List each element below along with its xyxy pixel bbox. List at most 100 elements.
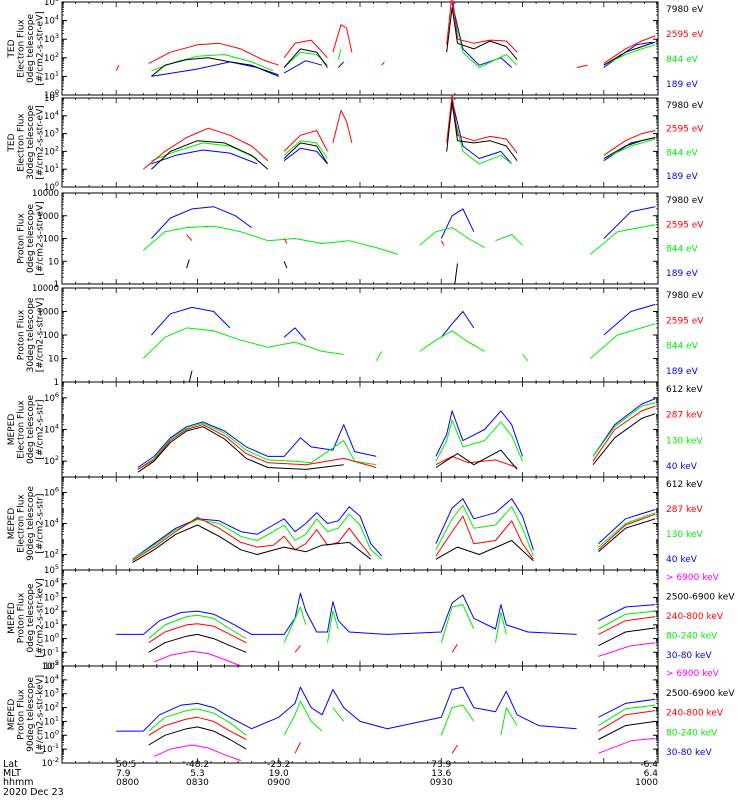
series-line-844-eV	[419, 330, 485, 352]
series-line--6900-keV	[598, 737, 656, 754]
series-line-2595-eV	[332, 24, 353, 53]
y-axis-label-line: MEPED	[7, 699, 17, 731]
series-line-80-240-keV	[148, 614, 247, 640]
series-line-189-eV	[451, 99, 513, 165]
y-tick-label: 101	[44, 162, 59, 175]
legend-entry: 844 eV	[666, 245, 699, 255]
y-axis-label-line: Electron Flux	[17, 494, 27, 553]
series-line-2595-eV	[283, 39, 328, 59]
series-line-612-keV	[592, 413, 656, 466]
y-axis-label-line: 0deg telescope	[26, 395, 36, 465]
series-line-2595-eV	[576, 64, 588, 68]
series-line-40-keV	[137, 421, 377, 468]
series-line-240-800-keV	[451, 643, 458, 653]
panel-frame	[61, 1, 659, 96]
legend-entry: 189 eV	[666, 80, 699, 90]
series-line-189-eV	[151, 306, 231, 336]
series-line-612-keV	[132, 524, 372, 564]
series-line-2595-eV	[440, 240, 445, 246]
y-axis-label-line: MEPED	[7, 508, 17, 540]
legend-entry: 2500-6900 keV	[666, 593, 735, 603]
panel-frame	[61, 97, 659, 188]
series-line-189-eV	[451, 2, 513, 68]
legend-entry: 844 eV	[666, 342, 699, 352]
y-tick-label: 102	[44, 604, 59, 617]
series-line-7980-eV	[446, 7, 518, 60]
series-line-7980-eV	[446, 101, 518, 161]
x-tick-label: 19.0	[269, 769, 289, 779]
series-line-30-80-keV	[116, 592, 577, 635]
y-tick-label: 104	[44, 673, 59, 686]
y-tick-label: 103	[44, 687, 59, 700]
y-tick-label: 100	[43, 331, 59, 341]
xrow-label-lat: Lat	[3, 759, 18, 770]
legend-entry: 30-80 keV	[666, 651, 712, 661]
date-label: 2020 Dec 23	[3, 787, 64, 798]
legend-entry: 2595 eV	[666, 220, 704, 230]
series-line-30-80-keV	[116, 686, 577, 732]
panel-6: 102 104 106 MEPED Electron Flux 90deg telesco…	[7, 476, 703, 571]
y-tick-label: 102	[44, 144, 59, 157]
x-tick-label: 13.6	[431, 769, 451, 779]
series-line-40-keV	[435, 498, 534, 550]
legend-entry: 844 eV	[666, 148, 699, 158]
x-tick-label: 0800	[116, 778, 139, 788]
series-line-2595-eV	[115, 64, 120, 72]
y-tick-label: 1000	[37, 308, 59, 318]
legend-entry: 40 keV	[666, 462, 698, 472]
series-line-2595-eV	[186, 234, 193, 242]
series-line-2500-6900-keV	[598, 627, 656, 647]
legend-entry: 612 keV	[666, 480, 703, 490]
series-line-844-eV	[495, 234, 523, 246]
x-tick-label: 0900	[267, 778, 290, 788]
y-tick-label: 1	[54, 378, 59, 388]
series-line-844-eV	[142, 225, 399, 255]
time-axis-labels: Lat MLT hhmm 2020 Dec 23 50.5 -48.2 -23.2 7…	[3, 759, 658, 798]
series-line-2595-eV	[148, 42, 279, 66]
y-axis-label-line: MEPED	[7, 414, 17, 446]
y-axis-label-line: TED	[7, 39, 17, 58]
y-tick-label: 10-1	[42, 645, 59, 658]
series-line-189-eV	[151, 206, 252, 239]
y-tick-label: 102	[44, 548, 59, 561]
series-line-844-eV	[451, 107, 513, 165]
y-tick-label: 104	[44, 14, 59, 27]
series-line-80-240-keV	[495, 612, 507, 643]
panel-5: 102 104 106 MEPED Electron Flux 0deg telescop…	[7, 381, 703, 478]
legend-entry: 2500-6900 keV	[666, 689, 735, 699]
series-line-844-eV	[603, 44, 656, 66]
y-axis-label-line: Proton Flux	[17, 592, 27, 643]
series-line-844-eV	[603, 138, 656, 159]
series-line-80-240-keV	[332, 707, 345, 722]
legend-entry: 189 eV	[666, 367, 699, 377]
legend-entry: 7980 eV	[666, 291, 704, 301]
series-line-7980-eV	[188, 370, 193, 383]
legend-entry: 844 eV	[666, 55, 699, 65]
panel-frame	[61, 569, 659, 667]
series-line-80-240-keV	[283, 700, 323, 736]
y-tick-label: 100	[43, 235, 59, 245]
series-line-844-eV	[451, 7, 518, 68]
series-line-2500-6900-keV	[598, 720, 656, 740]
series-line-130-keV	[137, 422, 377, 470]
series-line-7980-eV	[283, 142, 328, 165]
y-tick-label: 10-2	[42, 756, 59, 769]
legend-entry: > 6900 keV	[666, 669, 720, 679]
series-line-287-keV	[137, 424, 377, 470]
y-tick-label: 1000	[37, 212, 59, 222]
series-line-287-keV	[598, 513, 656, 551]
series-line-612-keV	[435, 540, 534, 562]
panel-3: 1 10 100 1000 10000 Proton Flux 0deg telescope…	[17, 189, 705, 290]
series-line-844-eV	[283, 140, 328, 159]
series-line-287-keV	[435, 515, 534, 560]
x-tick-label: 73.9	[431, 760, 451, 770]
y-axis-label-line: [#/cm2-s-str-keV]	[36, 578, 46, 657]
series-line-189-eV	[283, 147, 328, 165]
y-axis-label-line: Proton Flux	[17, 309, 27, 360]
y-tick-label: 103	[44, 127, 59, 140]
series-line-7980-eV	[603, 137, 656, 159]
series-line-30-80-keV	[598, 698, 656, 718]
series-line-2500-6900-keV	[148, 726, 247, 750]
series-line-240-800-keV	[148, 623, 247, 644]
